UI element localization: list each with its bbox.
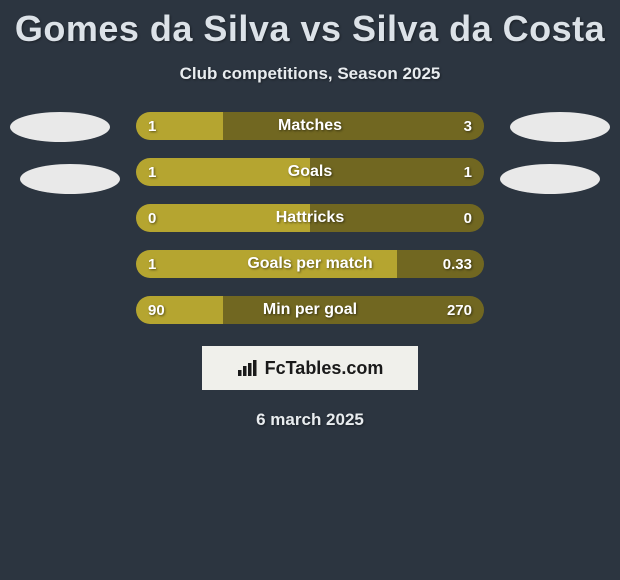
- player-right-oval-1: [510, 112, 610, 142]
- stat-bar-row: Matches13: [136, 112, 484, 140]
- stat-bar-left: [136, 250, 397, 278]
- date-line: 6 march 2025: [0, 410, 620, 430]
- stat-bar-right: [310, 204, 484, 232]
- stat-bar-row: Goals per match10.33: [136, 250, 484, 278]
- player-right-oval-2: [500, 164, 600, 194]
- page-title: Gomes da Silva vs Silva da Costa: [0, 0, 620, 50]
- stat-bar-row: Hattricks00: [136, 204, 484, 232]
- player-left-oval-1: [10, 112, 110, 142]
- stat-bar-row: Min per goal90270: [136, 296, 484, 324]
- stat-bar-right: [223, 112, 484, 140]
- stat-bar-row: Goals11: [136, 158, 484, 186]
- stat-bar-right: [310, 158, 484, 186]
- comparison-content: Matches13 Goals11 Hattricks00 Goals per mat…: [0, 112, 620, 324]
- stat-bar-left: [136, 296, 223, 324]
- stat-bar-left: [136, 112, 223, 140]
- branding-badge: FcTables.com: [202, 346, 418, 390]
- stat-bar-right: [397, 250, 484, 278]
- player-left-oval-2: [20, 164, 120, 194]
- stat-bar-left: [136, 158, 310, 186]
- stat-bars: Matches13 Goals11 Hattricks00 Goals per mat…: [136, 112, 484, 324]
- bar-chart-icon: [237, 359, 259, 377]
- subtitle: Club competitions, Season 2025: [0, 64, 620, 84]
- branding-text: FcTables.com: [265, 358, 384, 379]
- stat-bar-right: [223, 296, 484, 324]
- stat-bar-left: [136, 204, 310, 232]
